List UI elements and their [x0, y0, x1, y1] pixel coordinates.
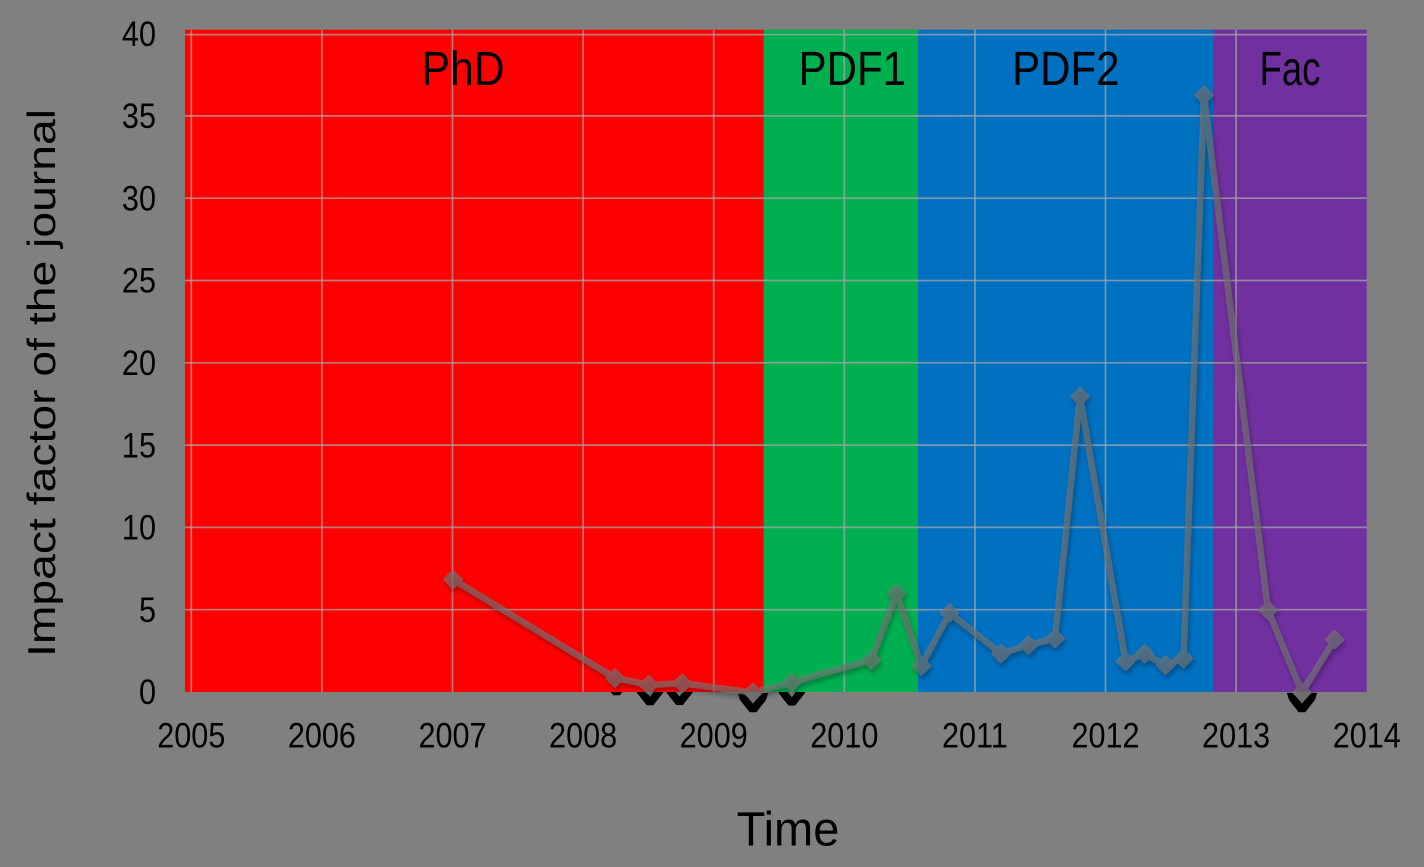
svg-text:2011: 2011	[942, 716, 1008, 755]
svg-text:30: 30	[122, 178, 156, 217]
svg-text:2014: 2014	[1333, 716, 1401, 755]
svg-text:5: 5	[139, 590, 156, 629]
svg-text:20: 20	[122, 343, 156, 382]
svg-text:35: 35	[122, 96, 156, 135]
svg-text:40: 40	[122, 14, 156, 53]
svg-text:15: 15	[122, 425, 156, 464]
svg-text:PhD: PhD	[421, 42, 504, 96]
svg-text:2006: 2006	[288, 716, 356, 755]
svg-text:2012: 2012	[1071, 716, 1139, 755]
svg-text:2010: 2010	[810, 716, 878, 755]
svg-text:2005: 2005	[157, 716, 225, 755]
svg-text:25: 25	[122, 261, 156, 300]
svg-text:Time: Time	[737, 803, 840, 857]
svg-text:PDF2: PDF2	[1012, 41, 1119, 95]
svg-text:0: 0	[139, 672, 156, 711]
svg-text:Fac: Fac	[1260, 42, 1321, 96]
svg-text:Impact factor of the journal: Impact factor of the journal	[20, 109, 64, 657]
svg-text:2009: 2009	[680, 716, 748, 755]
svg-text:2013: 2013	[1202, 716, 1270, 755]
svg-text:2007: 2007	[418, 716, 486, 755]
svg-text:PDF1: PDF1	[799, 41, 906, 95]
svg-text:10: 10	[122, 508, 156, 547]
svg-text:2008: 2008	[549, 716, 617, 755]
